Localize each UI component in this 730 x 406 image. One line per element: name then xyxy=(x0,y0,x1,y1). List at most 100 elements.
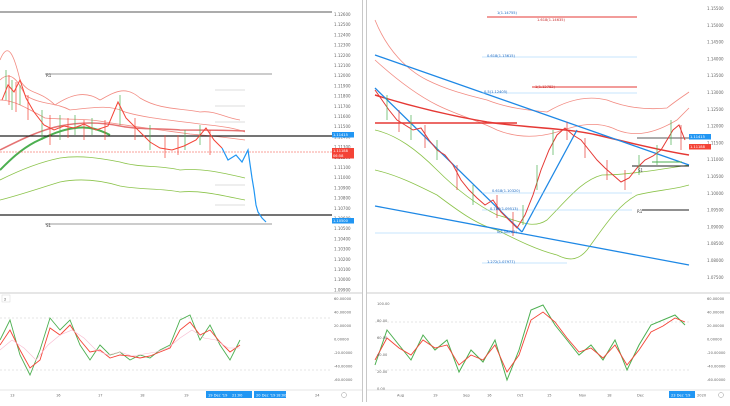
right-price-axis[interactable]: 1.15500 1.15000 1.14500 1.14000 1.13500 1.130… xyxy=(707,6,724,280)
fib-label: 0(1.08782) xyxy=(497,230,518,234)
price-tag: 1.11188 xyxy=(690,145,706,149)
settings-gear-icon[interactable] xyxy=(341,392,347,398)
lower-envelope-line xyxy=(374,169,690,260)
time-tick: Oct xyxy=(517,394,524,398)
price-tick: 1.09900 xyxy=(334,287,351,292)
osc-tick: 0.00 xyxy=(377,387,386,391)
price-tick: 1.10800 xyxy=(334,196,351,201)
osc-tick: 0.00000 xyxy=(707,338,723,342)
downtrend-line-lower[interactable] xyxy=(374,205,690,266)
right-chart-panel[interactable]: 1(1.14755) 1.618(1.14635) 0.618(1.13615) 1(… xyxy=(366,0,730,402)
price-tick: 1.12100 xyxy=(334,63,351,68)
time-tick: Sep xyxy=(463,394,470,398)
upper-envelope-line xyxy=(374,19,690,113)
time-tick: 19 xyxy=(433,394,438,398)
r1-label: R1 xyxy=(637,209,643,214)
price-tick: 1.13000 xyxy=(707,90,724,95)
price-tag: 06:58 xyxy=(333,154,344,158)
price-tick: 1.08000 xyxy=(707,258,724,263)
time-tag-3: 20 Dec '19 xyxy=(256,394,276,398)
left-price-axis[interactable]: 1.12600 1.12500 1.12400 1.12300 1.12200 1.121… xyxy=(334,12,351,292)
price-tick: 1.10500 xyxy=(707,174,724,179)
ma-red-line xyxy=(374,94,690,156)
osc-tick: -60.00000 xyxy=(334,378,353,382)
time-tick: 18 xyxy=(607,394,612,398)
rally-line[interactable] xyxy=(521,129,578,233)
osc-tick: 20.00000 xyxy=(707,324,725,328)
time-tail: 24 xyxy=(315,394,320,398)
price-tick: 1.10200 xyxy=(334,257,351,262)
osc-tick: 60.00000 xyxy=(707,297,725,301)
right-time-tail: 2020 xyxy=(697,394,707,398)
settings-gear-icon[interactable] xyxy=(718,392,724,398)
osc-tick: -40.00000 xyxy=(334,365,353,369)
right-oscillator xyxy=(374,304,689,382)
left-time-axis[interactable]: 13 16 17 18 19 xyxy=(10,394,189,398)
upper-envelope-line-2 xyxy=(374,59,690,137)
price-tick: 1.12400 xyxy=(334,32,351,37)
price-tick: 1.10300 xyxy=(334,247,351,252)
osc-tick: 40.00000 xyxy=(707,311,725,315)
osc-tick: 0.00000 xyxy=(334,338,350,342)
osc-tick: 60.00 xyxy=(377,336,388,340)
price-tick: 1.11500 xyxy=(334,124,351,129)
fib-label: 0.786(1.09513) xyxy=(490,207,519,211)
fib-label: 0.618(1.13615) xyxy=(487,54,516,58)
osc-tick: 80.00 xyxy=(377,319,388,323)
price-tag-bg xyxy=(689,144,711,150)
left-oscillator xyxy=(0,314,332,377)
fib-label: 0.5(1.12405) xyxy=(484,90,508,94)
price-tick: 1.14000 xyxy=(707,56,724,61)
price-tick: 1.11500 xyxy=(707,140,724,145)
price-tick: 1.13500 xyxy=(707,73,724,78)
price-tick: 1.08500 xyxy=(707,241,724,246)
candles-left xyxy=(1,70,267,223)
time-tag-1: 19 Dec '19 xyxy=(208,394,228,398)
left-chart-panel[interactable]: R1 S1 1.12600 1.12500 1.12400 1.12300 1.1220… xyxy=(0,0,363,402)
price-tag: 1.11188 xyxy=(333,149,349,153)
fib-label: 1.272(1.07977) xyxy=(487,260,516,264)
right-osc-axis-left: 100.00 80.00 60.00 40.00 20.00 0.00 xyxy=(377,302,390,391)
price-tick: 1.12000 xyxy=(707,124,724,129)
right-chart-canvas[interactable]: 1(1.14755) 1.618(1.14635) 0.618(1.13615) 1(… xyxy=(367,0,730,402)
right-price-tags: 1.11415 1.11188 xyxy=(689,134,711,150)
price-tick: 1.10000 xyxy=(334,277,351,282)
price-tick: 1.10700 xyxy=(334,206,351,211)
left-osc-axis: 60.00000 40.00000 20.00000 0.00000 -20.00000… xyxy=(334,297,353,382)
s1-label: S1 xyxy=(638,168,644,173)
left-chart-canvas[interactable]: R1 S1 1.12600 1.12500 1.12400 1.12300 1.1220… xyxy=(0,0,362,402)
price-tick: 1.10000 xyxy=(707,191,724,196)
price-tick: 1.10400 xyxy=(334,236,351,241)
price-tick: 1.10500 xyxy=(334,226,351,231)
price-tick: 1.15500 xyxy=(707,6,724,11)
price-tick: 1.09500 xyxy=(707,208,724,213)
time-tick: 13 xyxy=(10,394,15,398)
price-tick: 1.11000 xyxy=(334,175,351,180)
price-tick: 1.11600 xyxy=(334,114,351,119)
price-tick: 1.11000 xyxy=(707,157,724,162)
price-tag: 1.11415 xyxy=(690,135,705,139)
time-tick: 17 xyxy=(98,394,103,398)
price-tick: 1.12000 xyxy=(334,73,351,78)
price-tick: 1.12600 xyxy=(334,12,351,17)
fib-label: 1.618(1.14635) xyxy=(537,18,566,22)
osc-tick: 20.00000 xyxy=(334,324,352,328)
price-tag: 1.11415 xyxy=(333,133,348,137)
price-tick: 1.07500 xyxy=(707,275,724,280)
r1-label: R1 xyxy=(46,73,52,78)
time-tick: 16 xyxy=(487,394,492,398)
osc-tick: -20.00000 xyxy=(334,351,353,355)
price-tick: 1.11800 xyxy=(334,94,351,99)
price-tick: 1.12500 xyxy=(707,107,724,112)
time-tick: 15 xyxy=(547,394,552,398)
osc-tick: 100.00 xyxy=(377,302,390,306)
osc-pane-label: 2 xyxy=(4,298,6,302)
fib-label: 1(1.12782) xyxy=(535,85,556,89)
time-tick: 18 xyxy=(140,394,145,398)
right-time-axis[interactable]: Aug 19 Sep 16 Oct 15 Nov 18 Dec xyxy=(397,394,644,398)
right-osc-axis: 60.00000 40.00000 20.00000 0.00000 -20.00000… xyxy=(707,297,726,382)
downtrend-line-upper[interactable] xyxy=(374,54,690,166)
time-tick: 19 xyxy=(184,394,189,398)
